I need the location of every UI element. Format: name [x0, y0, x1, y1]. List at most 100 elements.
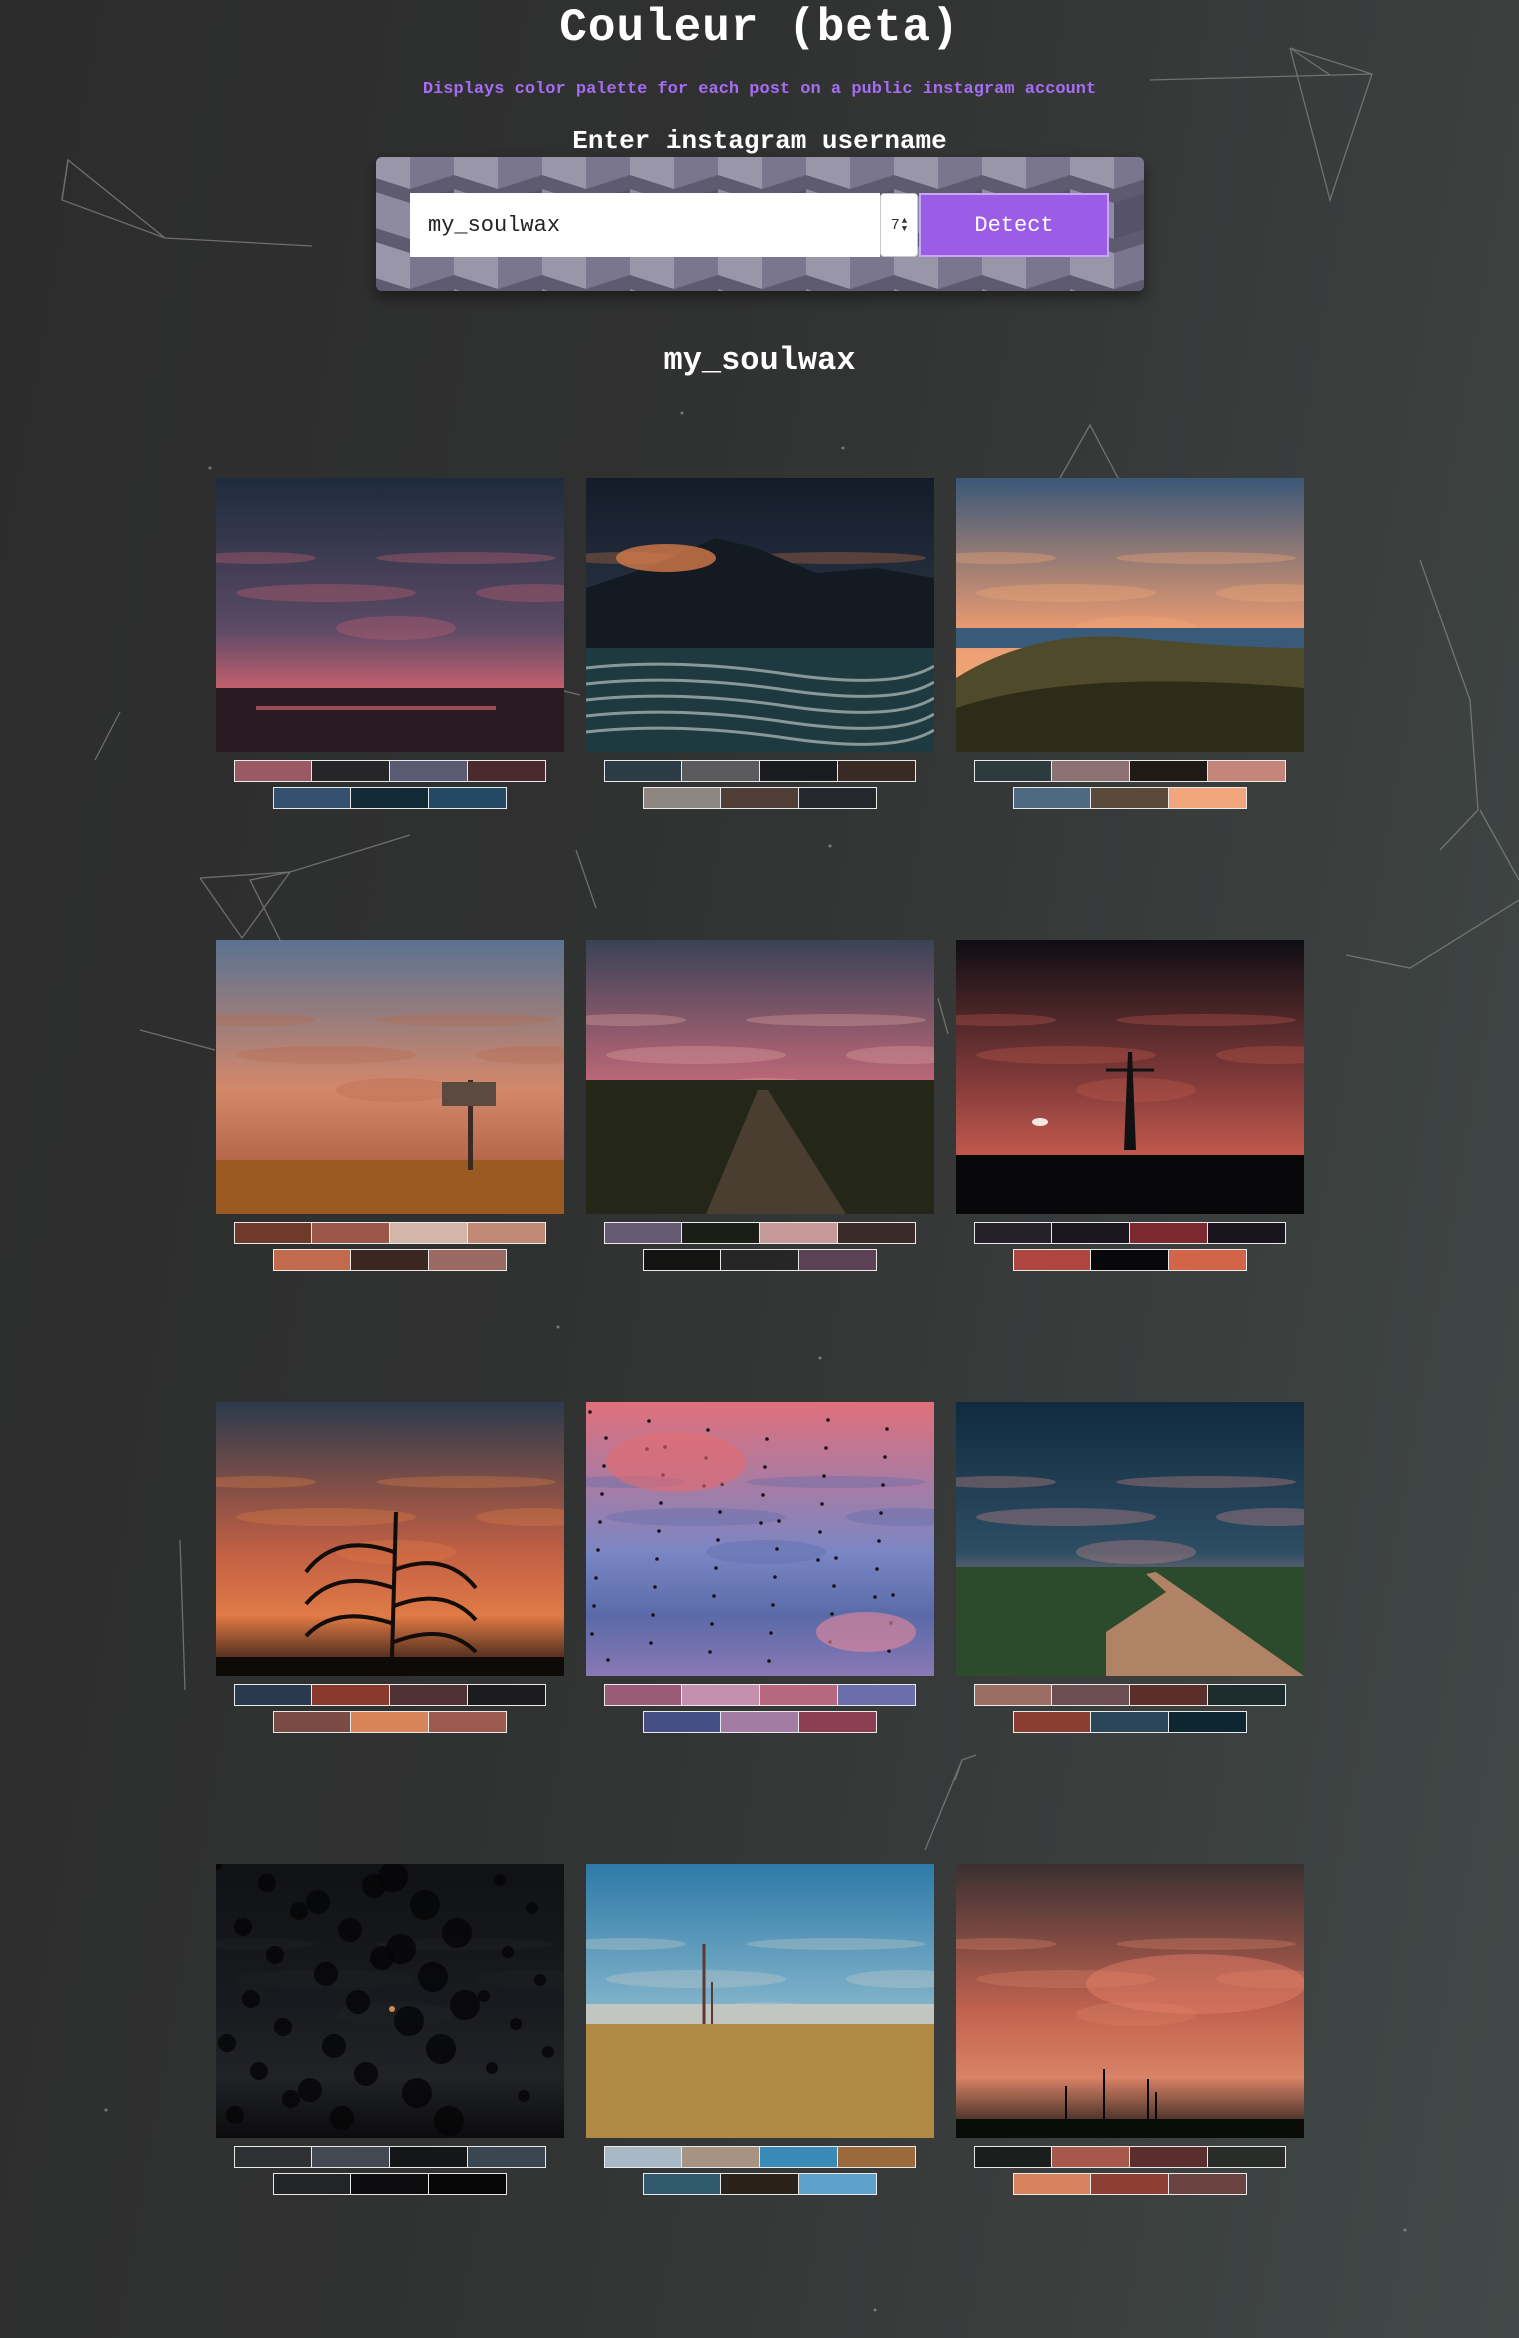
color-swatch	[1169, 787, 1247, 809]
palette-row-primary	[956, 760, 1304, 782]
color-swatch	[1169, 2173, 1247, 2195]
app-title: Couleur (beta)	[559, 2, 960, 54]
palette-row-secondary	[586, 1711, 934, 1733]
post-card	[956, 478, 1304, 809]
color-swatch	[468, 1222, 546, 1244]
color-swatch	[604, 2146, 682, 2168]
palette-row-secondary	[956, 2173, 1304, 2195]
post-card	[216, 1402, 564, 1733]
post-image[interactable]	[956, 940, 1304, 1214]
color-swatch	[721, 2173, 799, 2195]
color-swatch	[604, 1684, 682, 1706]
color-swatch	[1052, 1222, 1130, 1244]
color-swatch	[721, 787, 799, 809]
palette-row-secondary	[586, 2173, 934, 2195]
color-swatch	[974, 1684, 1052, 1706]
color-swatch	[390, 2146, 468, 2168]
palette-row-secondary	[586, 787, 934, 809]
post-count-stepper[interactable]: 7 ▲ ▼	[880, 193, 918, 257]
post-card	[216, 940, 564, 1271]
color-swatch	[1052, 760, 1130, 782]
palette-row-secondary	[586, 1249, 934, 1271]
palette-row-primary	[956, 1222, 1304, 1244]
color-swatch	[1013, 2173, 1091, 2195]
color-swatch	[721, 1249, 799, 1271]
color-swatch	[429, 2173, 507, 2195]
color-swatch	[643, 787, 721, 809]
color-swatch	[838, 1222, 916, 1244]
color-swatch	[760, 2146, 838, 2168]
color-swatch	[1169, 1249, 1247, 1271]
color-swatch	[273, 1249, 351, 1271]
post-photo-tower	[956, 940, 1304, 1214]
username-input[interactable]	[410, 193, 880, 257]
color-swatch	[1013, 1249, 1091, 1271]
color-swatch	[390, 1684, 468, 1706]
color-swatch	[351, 787, 429, 809]
post-card	[586, 1864, 934, 2195]
color-swatch	[1130, 1684, 1208, 1706]
post-card	[956, 940, 1304, 1271]
color-swatch	[234, 2146, 312, 2168]
post-photo-pylons	[956, 1864, 1304, 2138]
post-image[interactable]	[586, 478, 934, 752]
post-photo-field	[216, 940, 564, 1214]
post-card	[956, 1402, 1304, 1733]
color-swatch	[1208, 1222, 1286, 1244]
palette-row-primary	[956, 1684, 1304, 1706]
stepper-arrows-icon[interactable]: ▲ ▼	[901, 216, 908, 234]
color-swatch	[643, 2173, 721, 2195]
color-swatch	[682, 760, 760, 782]
color-swatch	[1208, 760, 1286, 782]
color-swatch	[234, 1684, 312, 1706]
color-swatch	[799, 1249, 877, 1271]
color-swatch	[974, 2146, 1052, 2168]
post-photo-dirt-road	[956, 1402, 1304, 1676]
color-swatch	[273, 2173, 351, 2195]
color-swatch	[1169, 1711, 1247, 1733]
color-swatch	[351, 1711, 429, 1733]
color-swatch	[643, 1249, 721, 1271]
palette-row-secondary	[216, 2173, 564, 2195]
color-swatch	[468, 2146, 546, 2168]
post-image[interactable]	[956, 478, 1304, 752]
color-swatch	[1091, 1249, 1169, 1271]
color-swatch	[721, 1711, 799, 1733]
post-image[interactable]	[956, 1864, 1304, 2138]
color-swatch	[1208, 2146, 1286, 2168]
palette-row-primary	[216, 760, 564, 782]
post-image[interactable]	[586, 940, 934, 1214]
palette-row-primary	[956, 2146, 1304, 2168]
color-swatch	[838, 1684, 916, 1706]
color-swatch	[1091, 787, 1169, 809]
color-swatch	[974, 760, 1052, 782]
post-card	[586, 940, 934, 1271]
detect-button[interactable]: Detect	[919, 193, 1109, 257]
post-card	[956, 1864, 1304, 2195]
color-swatch	[312, 760, 390, 782]
palette-row-primary	[216, 1684, 564, 1706]
palette-row-secondary	[956, 1249, 1304, 1271]
color-swatch	[468, 760, 546, 782]
color-swatch	[682, 1222, 760, 1244]
post-image[interactable]	[216, 1402, 564, 1676]
post-image[interactable]	[216, 940, 564, 1214]
color-swatch	[974, 1222, 1052, 1244]
color-swatch	[390, 760, 468, 782]
post-image[interactable]	[216, 478, 564, 752]
color-swatch	[234, 760, 312, 782]
color-swatch	[1130, 1222, 1208, 1244]
color-swatch	[799, 2173, 877, 2195]
color-swatch	[760, 1684, 838, 1706]
post-image[interactable]	[586, 1402, 934, 1676]
color-swatch	[838, 760, 916, 782]
post-image[interactable]	[586, 1864, 934, 2138]
color-swatch	[312, 2146, 390, 2168]
palette-row-secondary	[216, 1249, 564, 1271]
color-swatch	[312, 1222, 390, 1244]
post-image[interactable]	[956, 1402, 1304, 1676]
post-image[interactable]	[216, 1864, 564, 2138]
post-photo-plant	[216, 1402, 564, 1676]
color-swatch	[1130, 2146, 1208, 2168]
account-username: my_soulwax	[663, 342, 856, 379]
